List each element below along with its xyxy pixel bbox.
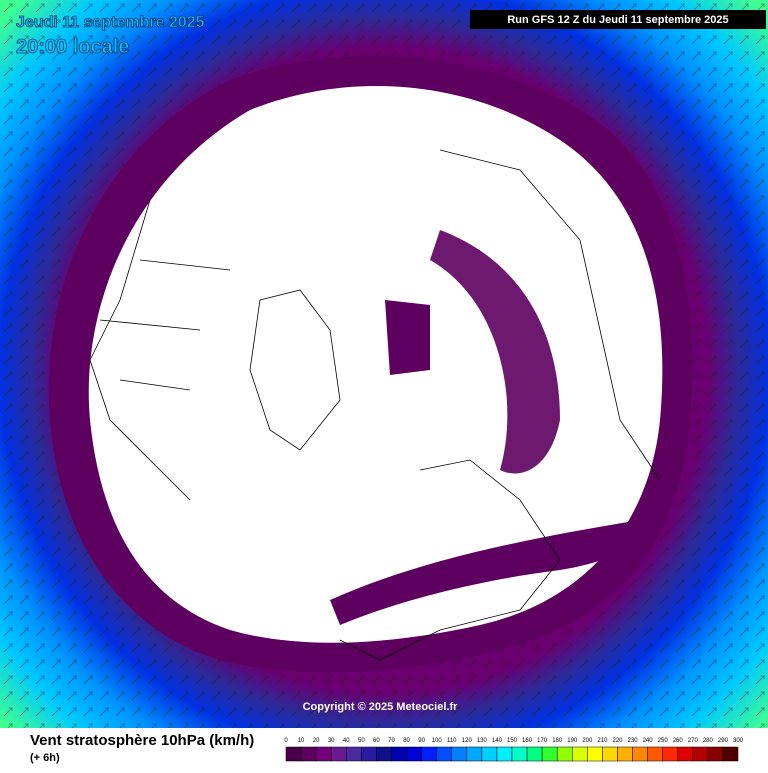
colorbar-label: 60 [373,738,380,744]
color-box [436,746,452,762]
colorbar-label: 210 [597,738,608,744]
colorbar-label: 260 [673,738,684,744]
colorbar-label: 230 [628,738,639,744]
colorbar-label: 300 [733,738,744,744]
color-box [451,746,468,762]
legend-subtitle: (+ 6h) [30,752,60,764]
color-box [496,746,513,762]
color-box [541,746,558,762]
colorbar-label: 270 [688,738,699,744]
wind-patch [385,300,430,375]
colorbar-label: 190 [567,738,578,744]
colorbar-label: 180 [552,738,563,744]
color-box [587,746,603,762]
color-box [481,746,498,762]
colorbar-label: 90 [418,738,425,744]
colorbar-label: 200 [582,738,593,744]
color-box [315,746,332,762]
color-box [526,746,543,762]
color-box [330,746,347,762]
colorbar-label: 290 [718,738,729,744]
colorbar-label: 140 [492,738,503,744]
colorbar-label: 120 [462,738,473,744]
color-box [406,746,422,762]
copyright: Copyright © 2025 Meteociel.fr [303,701,459,713]
colorbar-label: 160 [522,738,533,744]
color-box [602,746,618,762]
colorbar-label: 250 [658,738,669,744]
run-box [470,10,766,29]
wind-band [330,520,642,625]
wind-band [430,230,560,474]
color-box [285,746,302,762]
color-box [692,746,709,762]
colorbar-label: 100 [432,738,443,744]
color-box [421,746,437,762]
colorbar-label: 110 [447,738,457,744]
color-box [300,746,317,762]
coastlines [89,149,661,661]
color-box [346,746,362,762]
legend-title: Vent stratosphère 10hPa (km/h) [30,732,254,749]
colorbar-label: 220 [612,738,623,744]
color-box [677,746,694,762]
date-label: Jeudi 11 septembre 2025 [16,14,205,31]
color-box [511,746,528,762]
color-box [707,746,724,762]
colorbar-label: 150 [507,738,518,744]
colorbar-label: 30 [328,738,335,744]
colorbar: 0 10 20 30 40 50 60 70 80 90 100 110 120 130 140 150 160… [284,738,744,762]
colorbar-label: 40 [343,738,350,744]
color-box [391,746,407,762]
colorbar-label: 130 [477,738,488,744]
color-box [722,746,739,762]
time-label: 20:00 locale [16,36,129,58]
colorbar-label: 240 [643,738,654,744]
color-box [647,746,663,762]
color-box [361,746,377,762]
color-box [662,746,678,762]
run-label: Run GFS 12 Z du Jeudi 11 septembre 2025 [507,14,728,26]
colorbar-label: 0 [284,738,288,744]
color-box [617,746,633,762]
colorbar-label: 50 [358,738,365,744]
color-box [376,746,392,762]
color-box [572,746,588,762]
colorbar-label: 80 [403,738,410,744]
colorbar-label: 20 [313,738,320,744]
color-box [632,746,648,762]
colorbar-label: 10 [298,738,305,744]
colorbar-label: 280 [703,738,714,744]
color-box [466,746,483,762]
color-box [556,746,573,762]
colorbar-label: 70 [388,738,395,744]
calm-area [88,86,663,643]
colorbar-label: 170 [537,738,548,744]
